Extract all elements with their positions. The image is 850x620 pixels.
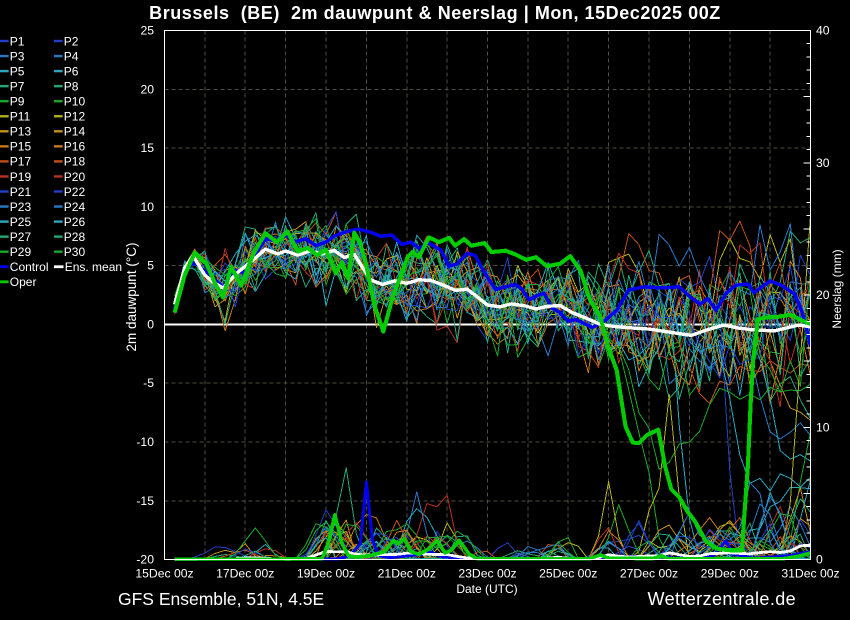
svg-text:P2: P2 <box>64 34 79 48</box>
svg-text:2m dauwpunt (°C): 2m dauwpunt (°C) <box>124 243 139 352</box>
svg-text:15: 15 <box>140 141 154 155</box>
svg-text:P21: P21 <box>10 185 32 199</box>
svg-text:P24: P24 <box>64 200 86 214</box>
svg-text:0: 0 <box>816 553 823 567</box>
svg-text:P16: P16 <box>64 140 86 154</box>
svg-text:P29: P29 <box>10 245 32 259</box>
svg-text:P23: P23 <box>10 200 32 214</box>
svg-text:17Dec 00z: 17Dec 00z <box>216 567 274 581</box>
svg-text:P15: P15 <box>10 140 32 154</box>
svg-text:P3: P3 <box>10 49 25 63</box>
svg-text:5: 5 <box>147 259 154 273</box>
svg-text:P27: P27 <box>10 230 32 244</box>
svg-text:10: 10 <box>816 420 830 434</box>
svg-text:P9: P9 <box>10 95 25 109</box>
svg-text:-15: -15 <box>136 494 154 508</box>
svg-text:Ens. mean: Ens. mean <box>65 260 122 274</box>
svg-text:P7: P7 <box>10 79 25 93</box>
svg-text:19Dec 00z: 19Dec 00z <box>297 567 355 581</box>
svg-text:P12: P12 <box>64 110 86 124</box>
svg-text:GFS Ensemble, 51N, 4.5E: GFS Ensemble, 51N, 4.5E <box>118 589 324 609</box>
svg-text:25: 25 <box>140 24 154 38</box>
svg-text:P25: P25 <box>10 215 32 229</box>
svg-text:25Dec 00z: 25Dec 00z <box>539 567 597 581</box>
svg-text:Date (UTC): Date (UTC) <box>456 582 517 596</box>
svg-text:P10: P10 <box>64 95 86 109</box>
svg-text:P13: P13 <box>10 125 32 139</box>
svg-text:Wetterzentrale.de: Wetterzentrale.de <box>648 589 797 609</box>
svg-text:0: 0 <box>147 317 154 331</box>
svg-text:P26: P26 <box>64 215 86 229</box>
svg-text:-20: -20 <box>136 553 154 567</box>
svg-text:20: 20 <box>140 82 154 96</box>
svg-text:P28: P28 <box>64 230 86 244</box>
svg-text:-10: -10 <box>136 435 154 449</box>
svg-text:P18: P18 <box>64 155 86 169</box>
svg-text:30: 30 <box>816 156 830 170</box>
svg-text:Control: Control <box>10 260 49 274</box>
svg-text:20: 20 <box>816 288 830 302</box>
svg-text:Brussels (BE) 2m dauwpunt &: Brussels (BE) 2m dauwpunt & Neerslag | M… <box>149 3 721 23</box>
svg-text:P4: P4 <box>64 49 79 63</box>
svg-text:21Dec 00z: 21Dec 00z <box>378 567 436 581</box>
svg-text:P30: P30 <box>64 245 86 259</box>
svg-text:40: 40 <box>816 24 830 38</box>
svg-text:10: 10 <box>140 200 154 214</box>
svg-text:-5: -5 <box>143 376 154 390</box>
svg-text:P17: P17 <box>10 155 32 169</box>
svg-text:P11: P11 <box>10 110 31 124</box>
svg-text:29Dec 00z: 29Dec 00z <box>701 567 759 581</box>
svg-text:P8: P8 <box>64 79 79 93</box>
svg-text:31Dec 00z: 31Dec 00z <box>781 567 839 581</box>
svg-text:P22: P22 <box>64 185 86 199</box>
svg-text:Oper: Oper <box>10 275 37 289</box>
svg-text:P19: P19 <box>10 170 32 184</box>
svg-text:P20: P20 <box>64 170 86 184</box>
svg-text:Neerslag (mm): Neerslag (mm) <box>830 249 844 328</box>
svg-text:P14: P14 <box>64 125 86 139</box>
svg-text:P5: P5 <box>10 64 25 78</box>
svg-text:P1: P1 <box>10 34 25 48</box>
svg-text:23Dec 00z: 23Dec 00z <box>458 567 516 581</box>
svg-text:15Dec 00z: 15Dec 00z <box>135 567 193 581</box>
svg-text:27Dec 00z: 27Dec 00z <box>620 567 678 581</box>
svg-text:P6: P6 <box>64 64 79 78</box>
